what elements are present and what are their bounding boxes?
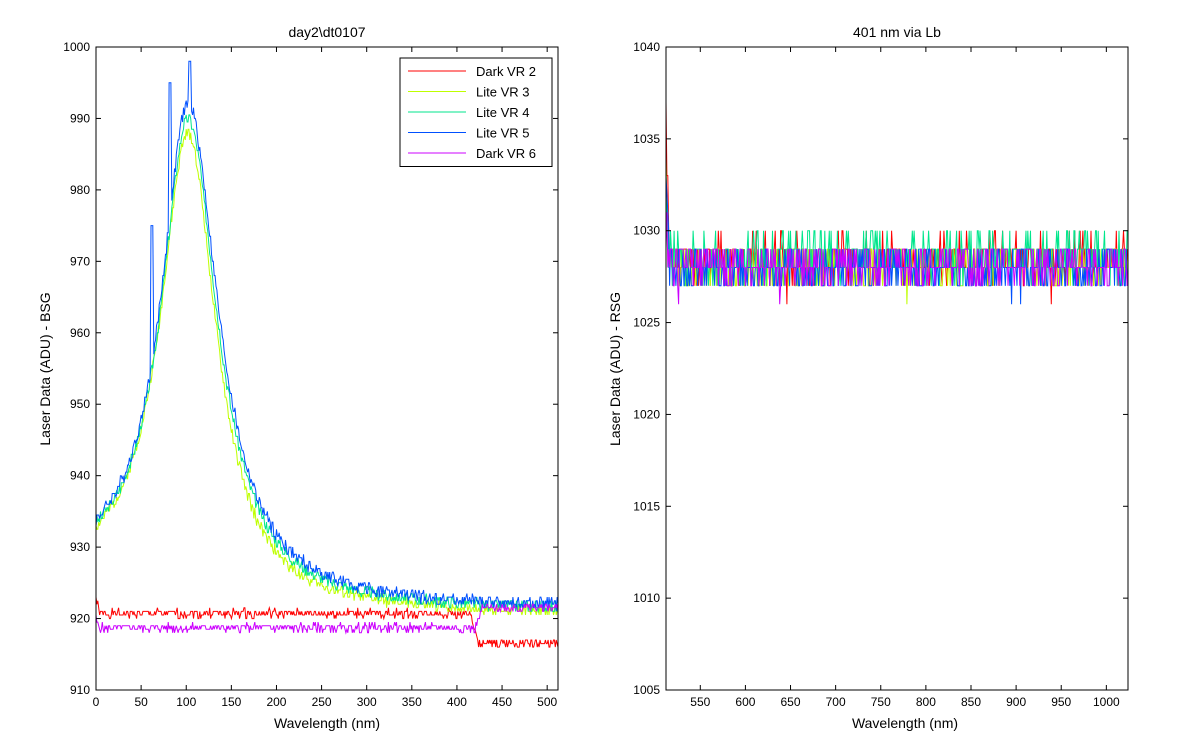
x-tick-label: 500 bbox=[537, 695, 557, 709]
chart-right-title: 401 nm via Lb bbox=[853, 24, 941, 40]
series-line-4 bbox=[95, 60, 559, 612]
axes-box bbox=[665, 46, 1129, 691]
plot-background bbox=[666, 47, 1128, 690]
y-tick-label: 1035 bbox=[633, 132, 660, 146]
y-tick-label: 1030 bbox=[633, 224, 660, 238]
chart-right-xlabel: Wavelength (nm) bbox=[852, 715, 958, 731]
x-tick-label: 800 bbox=[916, 695, 936, 709]
series-line-5 bbox=[95, 603, 559, 635]
y-tick-label: 1025 bbox=[633, 316, 660, 330]
legend-label: Lite VR 4 bbox=[476, 105, 529, 120]
x-tick-label: 0 bbox=[93, 695, 100, 709]
y-tick-label: 910 bbox=[70, 683, 90, 697]
x-tick-label: 250 bbox=[312, 695, 332, 709]
y-tick-label: 960 bbox=[70, 326, 90, 340]
chart-left-legend: Dark VR 2 Lite VR 3 Lite VR 4 Lite VR 5 Dark… bbox=[399, 57, 553, 167]
chart-right-ylabel: Laser Data (ADU) - RSG bbox=[607, 292, 623, 446]
x-tick-label: 1000 bbox=[1093, 695, 1120, 709]
x-tick-label: 550 bbox=[690, 695, 710, 709]
y-tick-label: 1020 bbox=[633, 407, 660, 421]
y-tick-label: 940 bbox=[70, 469, 90, 483]
x-tick-label: 300 bbox=[357, 695, 377, 709]
y-tick-label: 930 bbox=[70, 540, 90, 554]
y-tick-label: 1005 bbox=[633, 683, 660, 697]
y-tick-label: 990 bbox=[70, 111, 90, 125]
chart-right: 401 nm via Lb 550 600 650 700 750 800 850 900 95… bbox=[607, 24, 1129, 731]
chart-right-plot-area: 550 600 650 700 750 800 850 900 950 1000 1005 1010 1… bbox=[633, 40, 1129, 709]
x-tick-label: 750 bbox=[871, 695, 891, 709]
y-tick-label: 1000 bbox=[63, 40, 90, 54]
legend-label: Lite VR 5 bbox=[476, 126, 529, 141]
y-tick-label: 970 bbox=[70, 254, 90, 268]
series-line-5 bbox=[665, 212, 1129, 305]
series-line-1 bbox=[95, 597, 559, 648]
x-tick-label: 600 bbox=[735, 695, 755, 709]
y-tick-label: 980 bbox=[70, 183, 90, 197]
y-tick-label: 1010 bbox=[633, 591, 660, 605]
legend-label: Lite VR 3 bbox=[476, 85, 529, 100]
x-tick-label: 950 bbox=[1051, 695, 1071, 709]
chart-left-title: day2\dt0107 bbox=[288, 24, 365, 40]
chart-left: day2\dt0107 0 50 100 150 200 250 300 350 400 450 5… bbox=[37, 24, 559, 731]
x-tick-label: 650 bbox=[781, 695, 801, 709]
x-tick-label: 450 bbox=[492, 695, 512, 709]
x-tick-label: 50 bbox=[134, 695, 148, 709]
x-tick-label: 700 bbox=[826, 695, 846, 709]
x-tick-label: 350 bbox=[402, 695, 422, 709]
legend-label: Dark VR 2 bbox=[476, 64, 536, 79]
chart-left-xlabel: Wavelength (nm) bbox=[274, 715, 380, 731]
y-tick-label: 1015 bbox=[633, 499, 660, 513]
x-tick-label: 850 bbox=[961, 695, 981, 709]
legend-label: Dark VR 6 bbox=[476, 146, 536, 161]
x-tick-label: 400 bbox=[447, 695, 467, 709]
y-tick-label: 950 bbox=[70, 397, 90, 411]
chart-left-ylabel: Laser Data (ADU) - BSG bbox=[37, 292, 53, 445]
x-tick-label: 900 bbox=[1006, 695, 1026, 709]
y-tick-label: 920 bbox=[70, 612, 90, 626]
y-tick-label: 1040 bbox=[633, 40, 660, 54]
axes-box bbox=[95, 46, 559, 691]
x-tick-label: 100 bbox=[176, 695, 196, 709]
x-tick-label: 200 bbox=[266, 695, 286, 709]
x-tick-label: 150 bbox=[221, 695, 241, 709]
